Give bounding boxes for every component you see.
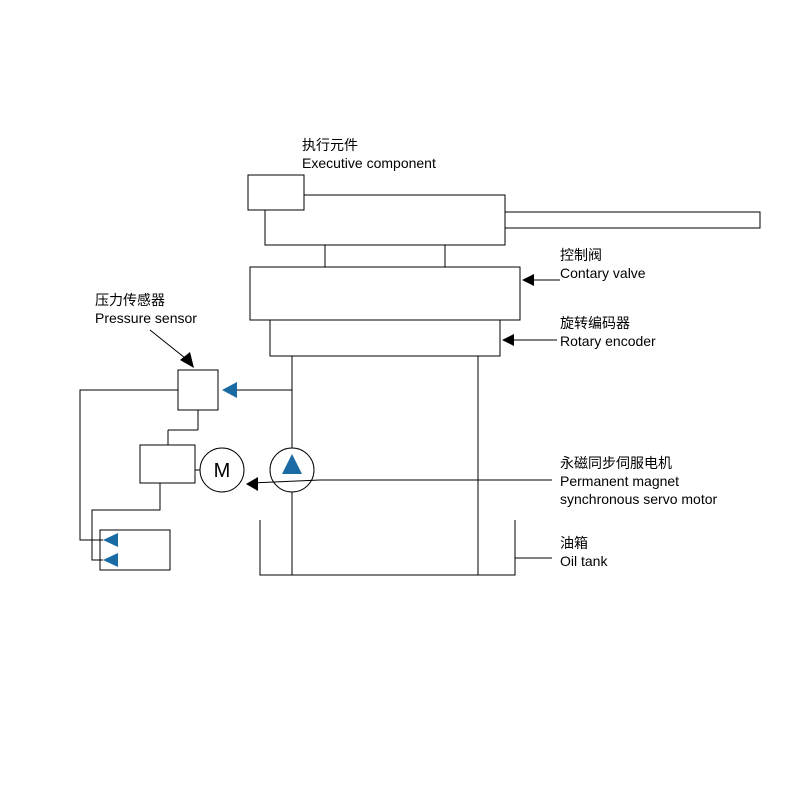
hydraulic-system-diagram: M 执行元件 Executive component 控制阀 Contary v… xyxy=(0,0,800,800)
pressure-sensor-input-icon xyxy=(222,382,237,398)
executive-label-en: Executive component xyxy=(302,155,436,171)
arrow-icon xyxy=(522,274,534,286)
motor-letter: M xyxy=(214,460,231,482)
pressure-sensor-label-en: Pressure sensor xyxy=(95,310,197,326)
servo-motor-label-en-1: Permanent magnet xyxy=(560,473,679,489)
pressure-sensor xyxy=(178,370,218,410)
encoder-label-en: Rotary encoder xyxy=(560,333,656,349)
controller-box xyxy=(100,530,170,570)
oil-tank xyxy=(260,520,515,575)
rotary-encoder xyxy=(270,320,500,356)
arrow-icon xyxy=(502,334,514,346)
oil-tank-label-en: Oil tank xyxy=(560,553,608,569)
control-valve xyxy=(250,267,520,320)
arrow-icon xyxy=(246,477,258,491)
valve-label-cn: 控制阀 xyxy=(560,247,602,263)
servo-motor-label-cn: 永磁同步伺服电机 xyxy=(560,455,672,471)
executive-component xyxy=(248,175,760,245)
valve-label-en: Contary valve xyxy=(560,265,646,281)
oil-tank-label-cn: 油箱 xyxy=(560,535,588,551)
drive-box xyxy=(140,445,195,483)
pressure-sensor-label-cn: 压力传感器 xyxy=(95,292,165,308)
executive-label-cn: 执行元件 xyxy=(302,137,358,153)
servo-motor-label-en-2: synchronous servo motor xyxy=(560,491,718,507)
arrow-icon xyxy=(180,352,194,368)
encoder-label-cn: 旋转编码器 xyxy=(560,315,630,331)
